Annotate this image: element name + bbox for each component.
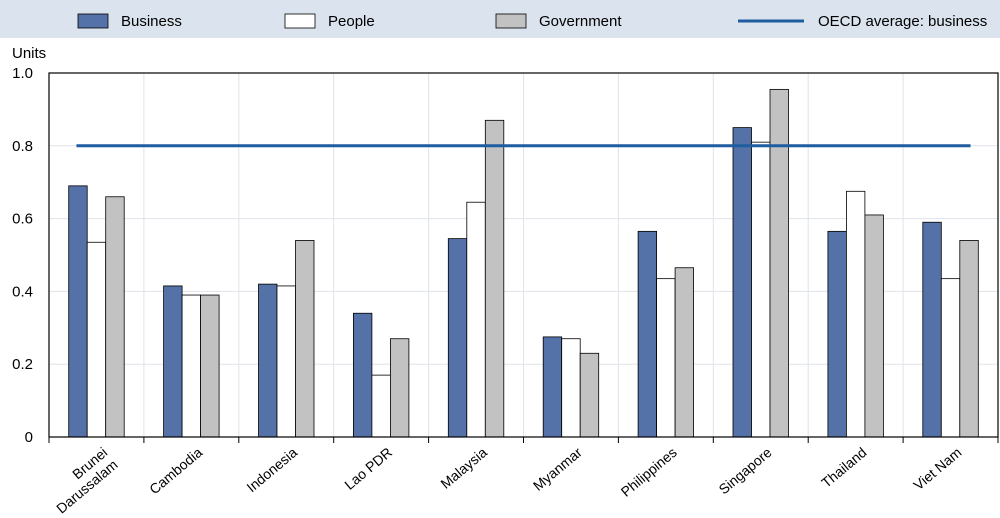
bar-business [352,312,373,438]
legend-swatch [77,13,109,29]
x-tick-label: Philippines [618,444,680,500]
x-tick-label-line: Indonesia [243,444,300,495]
legend-label: Business [121,13,182,30]
legend-label: People [328,13,375,30]
legend-swatch [284,13,316,29]
x-tick-label: Viet Nam [910,444,964,493]
bar-government [769,88,789,438]
bar-government [864,214,884,438]
x-tick-label: Malaysia [437,444,490,492]
bar-government [484,119,505,438]
bar-people [846,190,866,438]
legend-item: People [284,13,375,30]
x-tick-label-line: Malaysia [437,444,490,492]
bar-marks [68,88,979,438]
bar-business [922,221,942,438]
bar-government [295,240,315,438]
x-tick-label: Cambodia [146,444,205,497]
bar-people [751,141,771,438]
x-tick-label-line: Singapore [715,444,774,497]
bar-business [258,283,278,438]
y-axis-label: Units [12,45,46,62]
bar-people [276,285,296,438]
bar-business [827,230,847,438]
bar-government [389,338,410,438]
x-tick-label-line: Lao PDR [341,444,395,493]
bar-government [959,240,979,438]
bar-business [68,185,88,438]
bar-business [542,336,563,438]
x-tick-label: Lao PDR [341,444,395,493]
bar-people [940,278,961,438]
y-tick-label: 1.0 [12,65,33,82]
bar-people [86,241,107,438]
bar-people [656,278,676,438]
x-tick-label: Indonesia [243,444,300,495]
bar-business [163,285,183,438]
y-tick-label: 0.8 [12,138,33,155]
legend: Business People Government OECD average: bu… [77,13,987,30]
x-tick-label: Singapore [715,444,774,497]
bar-business [447,238,468,438]
legend-item: Government [495,13,622,30]
bar-government [200,294,220,438]
legend-swatch [495,13,527,29]
x-tick-label: Myanmar [530,444,585,494]
legend-item: OECD average: business [738,13,987,30]
bar-people [466,201,486,438]
bar-people [561,338,581,438]
x-tick-label-line: Philippines [618,444,680,500]
bar-government [674,267,694,438]
y-tick-label: 0 [25,429,33,446]
x-tick-label-line: Cambodia [146,444,205,497]
bar-people [371,374,391,438]
x-tick-label: BruneiDarussalam [43,444,121,517]
x-tick-label-line: Viet Nam [910,444,964,493]
legend-label: OECD average: business [818,13,987,30]
y-tick-label: 0.2 [12,356,33,373]
x-tick-label: Thailand [818,444,869,491]
x-tick-label-line: Thailand [818,444,869,491]
bar-business [637,230,657,438]
bar-government [579,352,600,438]
bar-people [181,294,202,438]
y-tick-label: 0.6 [12,211,33,228]
x-tick-label-line: Myanmar [530,444,585,494]
bar-government [105,196,125,438]
legend-item: Business [77,13,182,30]
legend-label: Government [539,13,622,30]
bar-business [732,127,752,438]
y-tick-label: 0.4 [12,283,33,300]
